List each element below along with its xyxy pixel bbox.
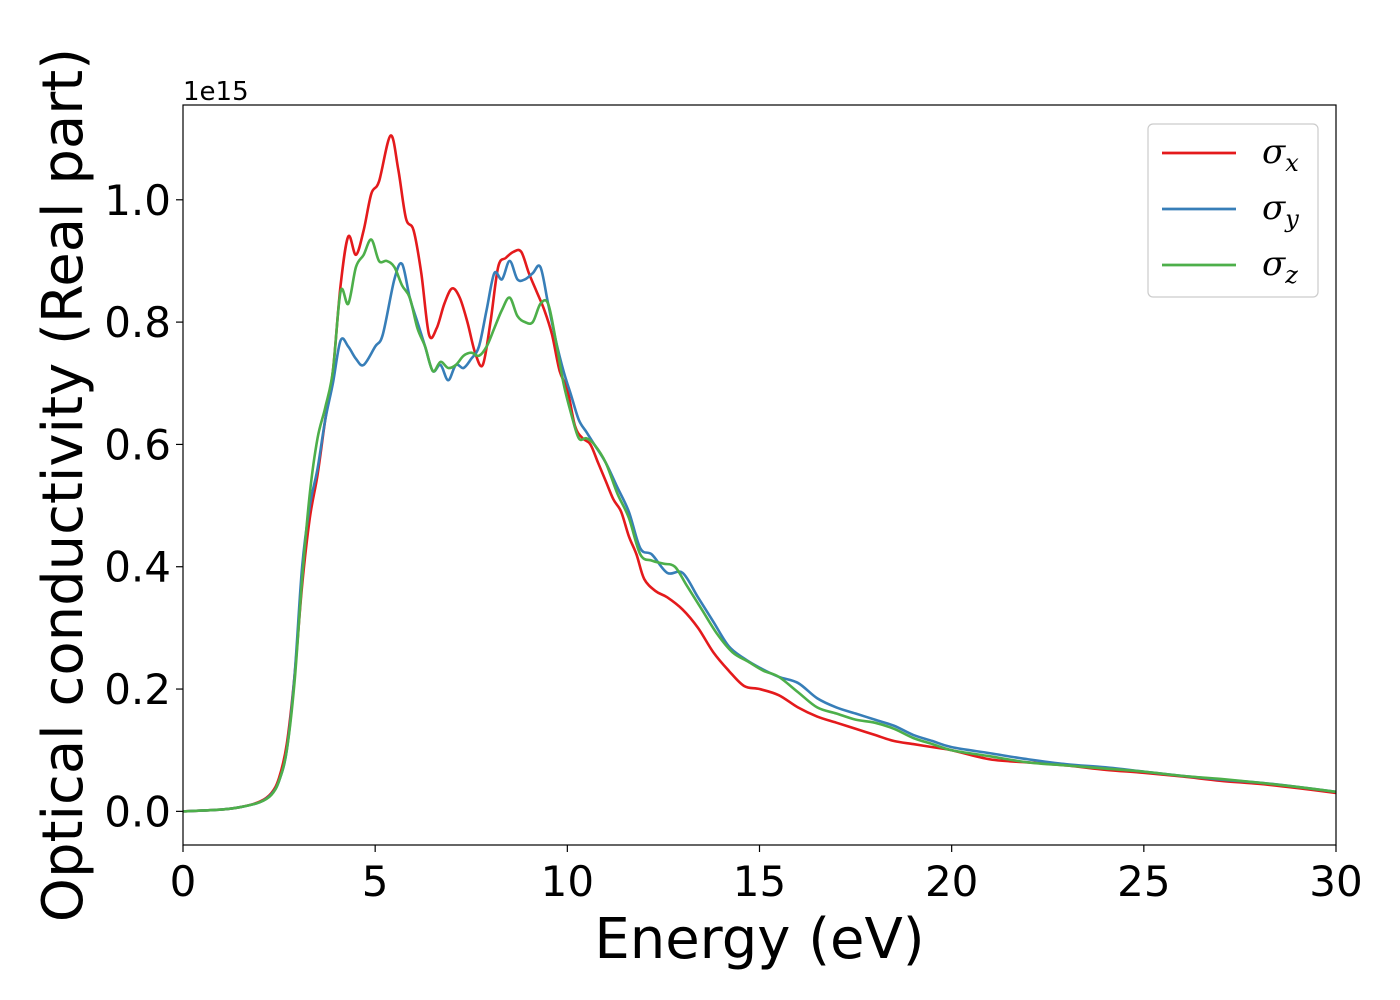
y-tick-label: 0.4: [104, 543, 171, 592]
x-tick-label: 0: [170, 857, 197, 906]
y-axis-label: Optical conductivity (Real part): [31, 48, 96, 922]
legend-item-x: σx: [1162, 132, 1299, 177]
x-tick-label: 20: [925, 857, 978, 906]
x-tick-label: 30: [1309, 857, 1362, 906]
series-layer: [183, 134, 1336, 813]
legend-item-y: σy: [1162, 188, 1299, 233]
legend-label: σx: [1262, 132, 1299, 177]
y-offset-label: 1e15: [183, 77, 249, 107]
legend-item-z: σz: [1162, 244, 1298, 289]
legend-box: [1147, 123, 1319, 298]
legend: σx σy σz: [1147, 123, 1319, 298]
y-axis-ticks: 0.0 0.2 0.4 0.6 0.8 1.0: [104, 176, 183, 836]
x-tick-label: 25: [1117, 857, 1170, 906]
series-line-y: [183, 259, 1336, 813]
x-axis-label: Energy (eV): [594, 907, 924, 972]
x-tick-label: 15: [733, 857, 786, 906]
y-tick-label: 0.0: [104, 787, 171, 836]
x-tick-label: 10: [541, 857, 594, 906]
x-tick-label: 5: [362, 857, 389, 906]
y-tick-label: 0.2: [104, 665, 171, 714]
y-tick-label: 0.6: [104, 420, 171, 469]
y-tick-label: 0.8: [104, 298, 171, 347]
plot-area: [182, 104, 1337, 846]
series-line-z: [183, 238, 1336, 813]
legend-label: σz: [1262, 244, 1298, 289]
y-tick-label: 1.0: [104, 176, 171, 225]
x-axis-ticks: 0 5 10 15 20 25 30: [170, 845, 1363, 906]
legend-label: σy: [1262, 188, 1299, 233]
